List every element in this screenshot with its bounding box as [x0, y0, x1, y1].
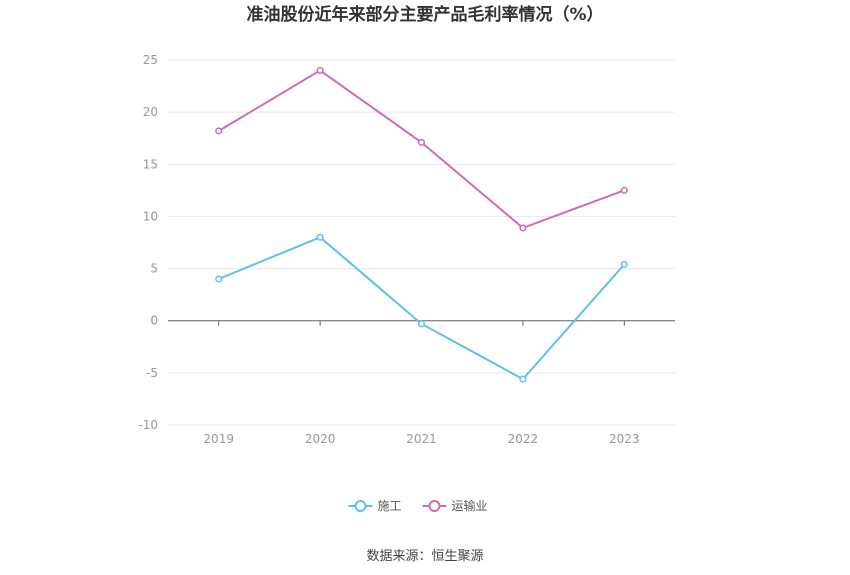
- series-layer: [215, 66, 628, 383]
- data-point[interactable]: [620, 260, 628, 268]
- legend-label: 运输业: [452, 498, 488, 513]
- y-tick-label: -10: [138, 418, 158, 432]
- series-line: [218, 236, 626, 381]
- data-point[interactable]: [417, 138, 426, 146]
- y-tick-label: 10: [143, 209, 158, 223]
- x-tick-label: 2020: [305, 432, 336, 446]
- y-tick-label: 15: [143, 157, 158, 171]
- data-point[interactable]: [316, 233, 324, 241]
- chart-title: 准油股份近年来部分主要产品毛利率情况（%）: [246, 4, 603, 25]
- y-tick-label: 0: [150, 314, 158, 328]
- data-point[interactable]: [215, 275, 223, 283]
- x-tick-label: 2021: [406, 432, 437, 446]
- legend-item[interactable]: 运输业: [422, 498, 488, 513]
- data-point[interactable]: [519, 224, 527, 232]
- x-tick-label: 2019: [203, 432, 234, 446]
- data-point[interactable]: [215, 127, 223, 135]
- series-line: [218, 69, 625, 230]
- data-point[interactable]: [316, 66, 324, 74]
- legend-marker-icon: [354, 500, 367, 512]
- axes: -10 -5 0 5 10 15 20 25 2019 2020 2021 2022 2023: [138, 53, 675, 446]
- x-tick-label: 2023: [609, 432, 640, 446]
- y-tick-label: -5: [146, 366, 158, 380]
- legend: 施工 运输业: [348, 498, 488, 513]
- legend-label: 施工: [378, 499, 402, 513]
- x-tick-label: 2022: [508, 432, 539, 446]
- y-tick-label: 5: [150, 262, 158, 276]
- data-point[interactable]: [417, 320, 426, 328]
- data-point[interactable]: [519, 375, 527, 383]
- series-2: [215, 66, 628, 232]
- legend-item[interactable]: 施工: [348, 499, 402, 513]
- y-tick-label: 20: [143, 105, 158, 119]
- legend-marker-icon: [428, 500, 441, 512]
- y-tick-label: 25: [143, 53, 158, 67]
- series-1: [215, 233, 628, 383]
- data-source: 数据来源：恒生聚源: [366, 549, 483, 564]
- data-point[interactable]: [620, 186, 628, 194]
